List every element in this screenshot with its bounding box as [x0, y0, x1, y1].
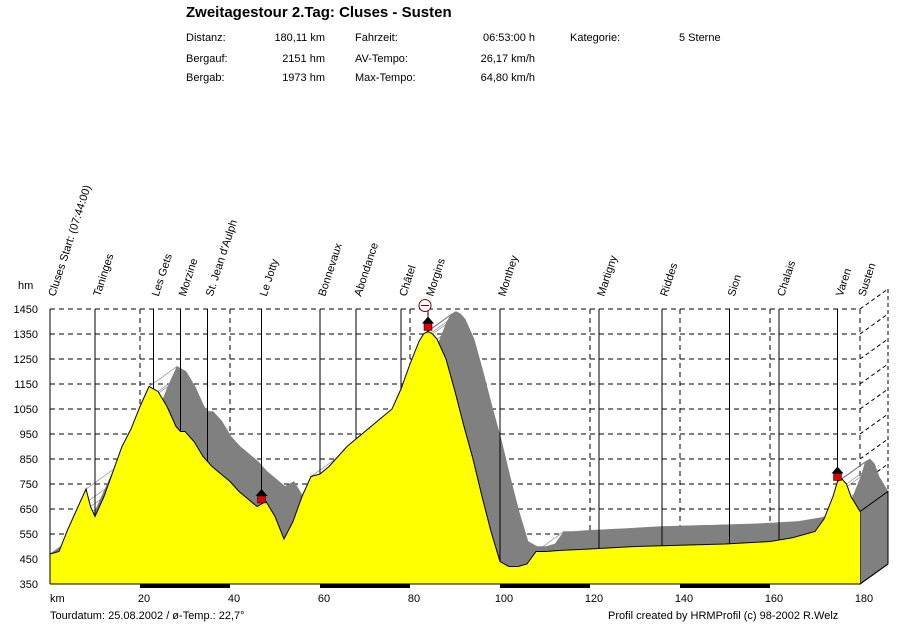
place-label: Les Gets — [150, 252, 175, 298]
place-label: Cluses Start: (07:44:00) — [46, 184, 93, 298]
y-tick-label: 1250 — [14, 354, 38, 366]
bergab-value: 1973 hm — [282, 72, 325, 84]
place-label: Chalais — [775, 259, 798, 298]
x-tick-label: 140 — [675, 593, 693, 605]
house-marker — [257, 495, 266, 504]
place-label: Monthey — [496, 254, 521, 298]
bergab-label: Bergab: — [186, 72, 225, 84]
kategorie-value: 5 Sterne — [679, 32, 721, 44]
bergauf-value: 2151 hm — [282, 53, 325, 65]
tourdatum: Tourdatum: 25.08.2002 / ø-Temp.: 22,7° — [50, 610, 245, 622]
credit: Profil created by HRMProfil (c) 98-2002 … — [608, 610, 839, 622]
y-tick-label: 850 — [20, 454, 38, 466]
av-tempo-label: AV-Tempo: — [355, 53, 408, 65]
depth-grid-line — [859, 413, 889, 435]
fahrzeit-label: Fahrzeit: — [355, 32, 398, 44]
depth-grid-line — [859, 338, 889, 360]
y-tick-label: 1350 — [14, 329, 38, 341]
place-label: Morgins — [424, 257, 448, 298]
av-tempo-value: 26,17 km/h — [480, 53, 535, 65]
y-tick-label: 450 — [20, 554, 38, 566]
house-marker-roof — [831, 466, 844, 474]
page-title: Zweitagestour 2.Tag: Cluses - Susten — [186, 4, 452, 21]
fahrzeit-value: 06:53:00 h — [483, 32, 535, 44]
depth-floor-edge — [859, 563, 889, 585]
y-axis-label: hm — [18, 280, 33, 292]
place-label: Sion — [726, 273, 744, 298]
x-tick-label: 120 — [585, 593, 603, 605]
depth-grid-line — [859, 363, 889, 385]
x-tick-label: 40 — [228, 593, 240, 605]
place-label: Varen — [834, 267, 854, 298]
house-marker — [423, 323, 433, 331]
x-tick-label: 80 — [408, 593, 420, 605]
x-tick-label: 20 — [138, 593, 150, 605]
x-tick-label: 60 — [318, 593, 330, 605]
kategorie-label: Kategorie: — [570, 32, 621, 44]
depth-grid-line — [859, 438, 889, 460]
house-marker — [833, 473, 842, 481]
place-label: Morzine — [177, 257, 201, 298]
place-label: Taninges — [91, 252, 116, 298]
distanz-value: 180,11 km — [274, 32, 325, 44]
place-label: Le Jotty — [258, 257, 281, 298]
distance-bar — [320, 584, 410, 588]
x-tick-label: 160 — [765, 593, 783, 605]
y-tick-label: 550 — [20, 529, 38, 541]
place-label: Martigny — [595, 254, 620, 298]
house-marker-roof — [255, 489, 268, 496]
place-label: Bonnevaux — [316, 241, 345, 298]
y-tick-label: 1150 — [14, 379, 38, 391]
place-label: Châtel — [397, 264, 418, 298]
place-label: St. Jean d'Aulph — [204, 218, 240, 298]
depth-grid-line — [859, 288, 889, 310]
depth-grid-line — [859, 388, 889, 410]
x-tick-label: 100 — [495, 593, 513, 605]
place-label: Susten — [856, 262, 878, 298]
max-tempo-value: 64,80 km/h — [480, 72, 535, 84]
x-tick-label: 180 — [855, 593, 873, 605]
distance-bar — [680, 584, 770, 588]
distance-bar — [140, 584, 230, 588]
distanz-label: Distanz: — [186, 32, 226, 44]
y-tick-label: 1050 — [14, 404, 38, 416]
place-label: Abondance — [352, 241, 381, 298]
profile-area — [50, 331, 860, 584]
y-tick-label: 750 — [20, 479, 38, 491]
x-axis-label: km — [50, 593, 65, 605]
y-tick-label: 650 — [20, 504, 38, 516]
place-label: Riddes — [658, 261, 680, 298]
y-tick-label: 950 — [20, 429, 38, 441]
distance-bar — [500, 584, 590, 588]
house-marker-roof — [422, 316, 434, 324]
y-tick-label: 1450 — [14, 304, 38, 316]
y-tick-label: 350 — [20, 579, 38, 591]
max-tempo-label: Max-Tempo: — [355, 72, 416, 84]
bergauf-label: Bergauf: — [186, 53, 228, 65]
depth-grid-line — [859, 313, 889, 335]
